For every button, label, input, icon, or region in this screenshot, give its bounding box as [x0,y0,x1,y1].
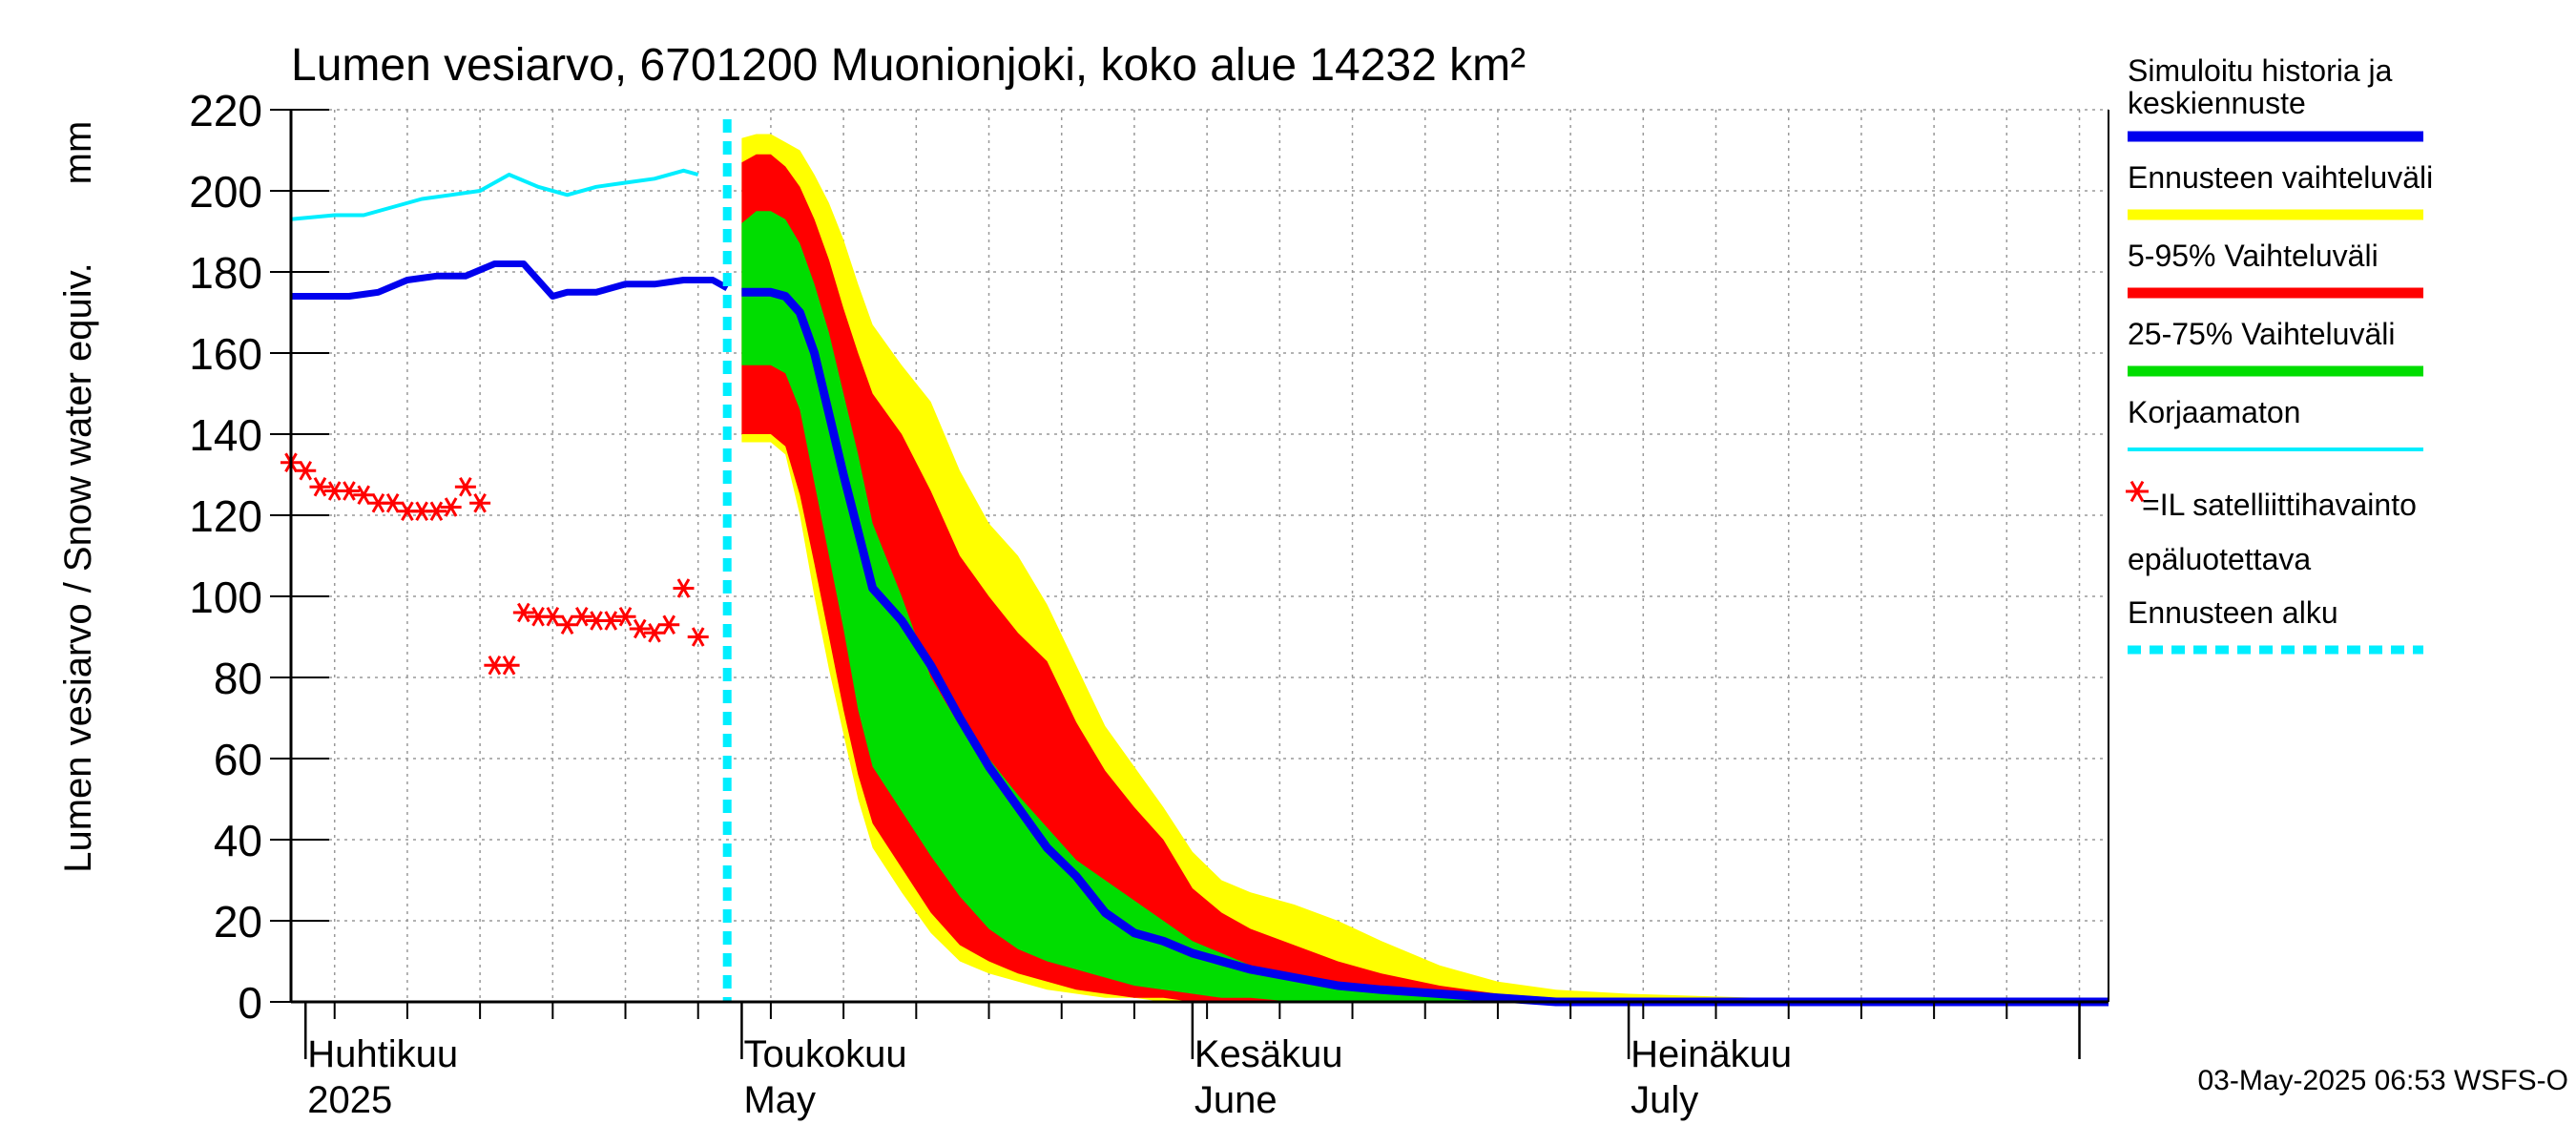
timestamp: 03-May-2025 06:53 WSFS-O [2198,1065,2569,1096]
star-stroke [502,655,516,676]
plot-background [291,110,2109,1002]
satellite-obs-point [600,611,622,631]
y-tick-label: 120 [189,491,262,541]
satellite-obs-point [353,485,375,506]
satellite-obs-point [498,655,520,676]
legend-label: Korjaamaton [2128,395,2300,429]
satellite-obs-point [295,460,317,481]
x-tick-label-year: 2025 [307,1079,392,1121]
star-stroke [401,501,414,522]
uncorrected-line [290,168,699,221]
star-stroke [459,476,472,497]
band-5-95 [741,154,2109,1003]
star-stroke [531,606,545,627]
y-tick-label: 180 [189,248,262,298]
star-stroke [313,476,327,497]
star-stroke [618,606,633,627]
satellite-obs-point [658,614,680,635]
star-stroke [444,497,458,517]
x-tick-label-year: July [1631,1079,1698,1121]
x-tick-label-month: Kesäkuu [1195,1033,1343,1075]
plot-area: 0 20 40 60 80 100 120 140 160 180 200 220 Huhtikuu20… [189,86,2109,1121]
x-tick-label-year: May [743,1079,816,1121]
legend-label: Simuloitu historia ja [2128,53,2393,88]
star-stroke [662,614,676,635]
satellite-obs-point [687,627,709,647]
legend-label: Ennusteen vaihteluväli [2128,160,2433,195]
star-stroke [415,501,428,522]
star-stroke [343,481,356,501]
legend-star-icon [2126,480,2149,503]
satellite-obs-point [440,497,462,517]
satellite-obs-point [614,606,636,627]
star-stroke [385,492,400,513]
y-axis-label: Lumen vesiarvo / Snow water equiv. [57,262,99,873]
x-tick-label-month: Huhtikuu [307,1033,458,1075]
star-stroke [357,485,370,506]
mean-forecast-line [741,287,2109,1007]
y-tick-label: 20 [214,897,262,947]
legend-label: 25-75% Vaihteluväli [2128,317,2395,351]
star-stroke [676,578,691,598]
satellite-obs-point [644,622,665,643]
satellite-obs-point [673,578,695,598]
satellite-obs-point [309,476,331,497]
star-stroke [488,655,502,676]
star-stroke [691,627,705,647]
satellite-obs-point [338,481,360,501]
star-stroke [371,492,385,513]
y-tick-label: 80 [214,654,262,703]
star-stroke [473,492,487,513]
legend-label: =IL satelliittihavainto [2142,488,2417,522]
y-tick-label: 0 [238,978,262,1028]
star-stroke [517,602,530,623]
star-stroke [2129,480,2145,503]
satellite-obs-point [512,602,534,623]
satellite-obs-point [469,492,491,513]
satellite-obs-point [629,618,651,639]
legend-label: 5-95% Vaihteluväli [2128,239,2379,273]
y-tick-label: 200 [189,167,262,217]
legend-label: keskiennuste [2128,86,2306,120]
star-stroke [575,606,589,627]
satellite-obs-point [542,606,564,627]
y-tick-label: 60 [214,735,262,784]
simulated-history-line [291,260,729,300]
y-axis-unit: mm [57,121,99,185]
star-stroke [299,460,313,481]
star-stroke [546,606,560,627]
x-tick-label-month: Toukokuu [743,1033,906,1075]
satellite-obs-point [454,476,476,497]
star-stroke [560,614,574,635]
star-stroke [648,622,661,643]
star-stroke [429,501,444,522]
satellite-obs-point [571,606,592,627]
chart-title: Lumen vesiarvo, 6701200 Muonionjoki, kok… [291,40,1526,91]
y-tick-label: 40 [214,816,262,865]
satellite-obs-point [382,492,404,513]
legend-label: epäluotettava [2128,542,2311,576]
star-stroke [590,611,603,631]
y-tick-label: 100 [189,572,262,622]
y-tick-label: 220 [189,86,262,135]
star-stroke [633,618,647,639]
x-tick-label-year: June [1195,1079,1278,1121]
star-stroke [604,611,618,631]
y-tick-label: 160 [189,329,262,379]
legend-label: Ennusteen alku [2128,595,2338,630]
satellite-obs-point [426,501,447,522]
y-tick-label: 140 [189,410,262,460]
satellite-obs-point [556,614,578,635]
star-stroke [327,481,342,501]
x-tick-label-month: Heinäkuu [1631,1033,1792,1075]
